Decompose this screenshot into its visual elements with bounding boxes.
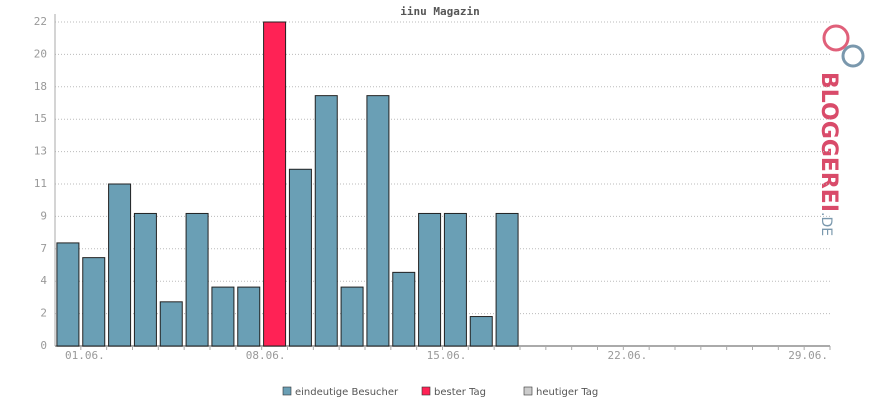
bar [418, 212, 442, 347]
bar [108, 183, 132, 347]
bar [392, 271, 416, 347]
legend-swatch [421, 386, 431, 396]
logo-main: BLOGGEREI [816, 72, 841, 212]
legend-label: eindeutige Besucher [295, 387, 399, 398]
chart-title: iinu Magazin [400, 5, 479, 18]
logo-icon [841, 44, 865, 68]
y-tick-label: 2 [40, 307, 47, 320]
legend-label: bester Tag [434, 387, 486, 398]
bar [159, 301, 183, 347]
bar [366, 95, 390, 347]
logo-text: BLOGGEREI.DE [816, 72, 841, 236]
bar [340, 286, 364, 347]
bar [443, 212, 467, 347]
y-tick-label: 9 [40, 209, 47, 222]
bar [288, 168, 312, 347]
legend-label: heutiger Tag [536, 387, 598, 398]
bar [263, 21, 287, 347]
legend-swatch [523, 386, 533, 396]
bar [133, 212, 157, 347]
y-tick-label: 4 [40, 274, 47, 287]
legend-swatch [282, 386, 292, 396]
bar [495, 212, 519, 347]
y-tick-label: 22 [34, 15, 47, 28]
bar [185, 212, 209, 347]
y-tick-label: 7 [40, 242, 47, 255]
x-tick-label: 01.06. [65, 349, 105, 362]
y-tick-label: 18 [34, 80, 47, 93]
y-tick-label: 20 [34, 47, 47, 60]
bar [469, 316, 493, 347]
y-tick-label: 13 [34, 145, 47, 158]
bar [56, 242, 80, 347]
bar [237, 286, 261, 347]
bar [314, 95, 338, 347]
logo-suffix: .DE [818, 212, 834, 236]
bar [82, 257, 106, 347]
bar [211, 286, 235, 347]
logo-icon [822, 24, 850, 52]
legend: eindeutige Besucher bester Tag heutiger Ta… [282, 386, 598, 398]
logo: BLOGGEREI.DE [816, 24, 865, 236]
y-tick-label: 11 [34, 177, 47, 190]
x-tick-label: 29.06. [788, 349, 828, 362]
x-tick-label: 15.06. [427, 349, 467, 362]
x-tick-label: 08.06. [246, 349, 286, 362]
x-tick-label: 22.06. [607, 349, 647, 362]
y-tick-label: 15 [34, 112, 47, 125]
y-tick-label: 0 [40, 339, 47, 352]
